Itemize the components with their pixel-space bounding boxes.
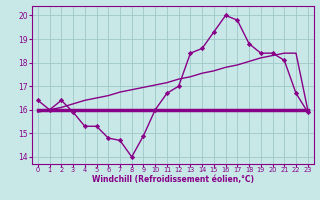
X-axis label: Windchill (Refroidissement éolien,°C): Windchill (Refroidissement éolien,°C): [92, 175, 254, 184]
